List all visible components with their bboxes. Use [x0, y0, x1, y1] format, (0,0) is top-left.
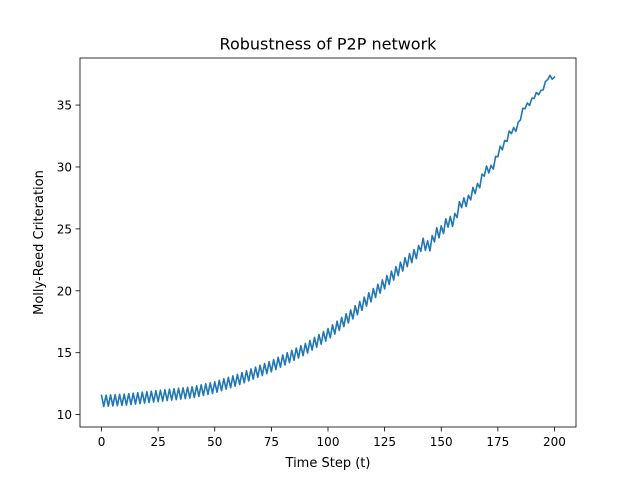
x-tick-label: 200	[543, 435, 566, 449]
series-line	[100, 74, 556, 408]
chart-title: Robustness of P2P network	[220, 35, 438, 54]
axes-frame	[79, 57, 577, 428]
x-tick-label: 50	[207, 435, 222, 449]
y-tick-label: 10	[57, 408, 72, 422]
y-tick-label: 25	[57, 222, 72, 236]
x-tick-label: 0	[98, 435, 106, 449]
x-axis-label: Time Step (t)	[285, 456, 371, 471]
y-axis-label: Molly-Reed Criteration	[32, 170, 47, 315]
y-tick-label: 30	[57, 160, 72, 174]
y-tick-label: 20	[57, 284, 72, 298]
x-tick-label: 150	[430, 435, 453, 449]
y-tick-label: 15	[57, 346, 72, 360]
x-tick-label: 125	[373, 435, 396, 449]
x-tick-label: 75	[264, 435, 279, 449]
x-tick-label: 100	[317, 435, 340, 449]
x-tick-label: 25	[150, 435, 165, 449]
x-tick-label: 175	[486, 435, 509, 449]
plot-area	[100, 74, 556, 408]
y-tick-label: 35	[57, 99, 72, 113]
x-axis-ticks: 0 25 50 75 100 125 150 175 200	[98, 427, 566, 449]
y-axis-ticks: 10 15 20 25 30 35	[57, 99, 80, 422]
